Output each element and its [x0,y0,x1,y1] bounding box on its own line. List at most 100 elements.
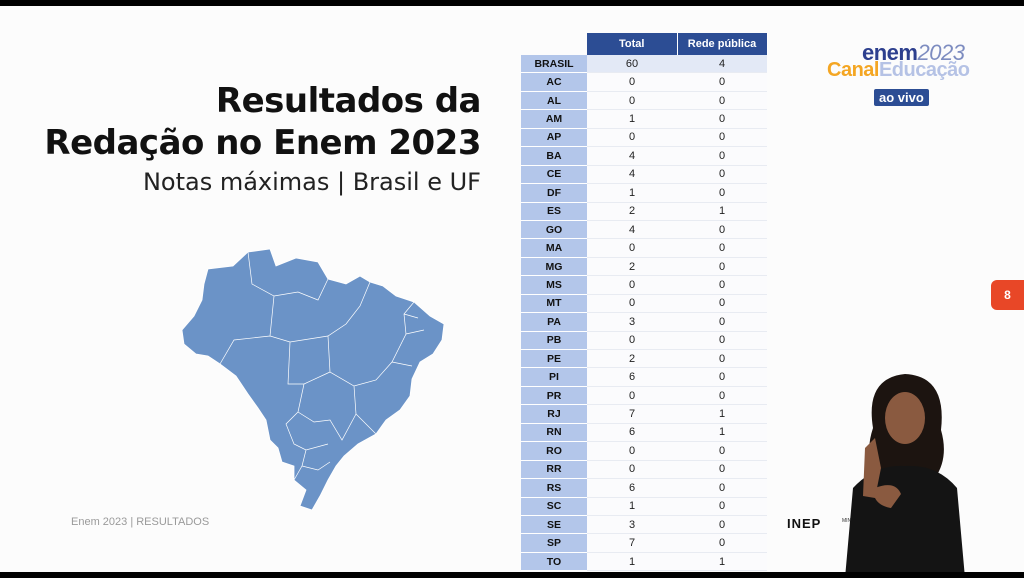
row-uf-label: AC [521,72,587,92]
row-total-value: 6 [587,478,677,498]
row-rede-publica-value: 0 [677,460,767,480]
row-total-value: 2 [587,257,677,277]
table-row: MS 0 0 [521,275,767,295]
row-uf-label: AM [521,109,587,129]
row-total-value: 0 [587,72,677,92]
logo-educacao-text: Educação [878,59,970,81]
table-corner [521,33,587,55]
row-total-value: 0 [587,128,677,148]
row-uf-label: SP [521,533,587,553]
table-row: AL 0 0 [521,91,767,111]
row-uf-label: PI [521,367,587,387]
interpreter-face [885,392,925,444]
row-total-value: 6 [587,367,677,387]
row-rede-publica-value: 0 [677,128,767,148]
row-total-value: 0 [587,294,677,314]
row-rede-publica-value: 1 [677,552,767,572]
row-uf-label: SE [521,515,587,535]
row-uf-label: PE [521,349,587,369]
row-uf-label: SC [521,497,587,516]
table-row: SC 1 0 [521,497,767,516]
interpreter-body [845,465,965,572]
inep-logo: INEP [787,516,822,531]
logo-year: 2023 [917,40,965,65]
row-uf-label: AL [521,91,587,111]
table-row: SE 3 0 [521,515,767,535]
row-total-value: 3 [587,312,677,332]
row-uf-label: PR [521,386,587,406]
row-rede-publica-value: 0 [677,478,767,498]
table-row: MG 2 0 [521,257,767,277]
table-row: RN 6 1 [521,423,767,443]
row-total-value: 6 [587,423,677,443]
table-row: ES 2 1 [521,202,767,221]
row-rede-publica-value: 0 [677,275,767,295]
footer-text: Enem 2023 | RESULTADOS [71,516,210,528]
row-total-value: 0 [587,441,677,461]
row-total-value: 1 [587,183,677,203]
row-total-value: 7 [587,404,677,424]
row-uf-label: GO [521,220,587,240]
row-rede-publica-value: 0 [677,146,767,166]
table-row: RS 6 0 [521,478,767,498]
table-row: PE 2 0 [521,349,767,369]
logo-canal-text: Canal [827,59,879,81]
slide-title: Resultados da Redação no Enem 2023 [44,80,481,164]
live-badge: ao vivo [874,89,929,106]
row-rede-publica-value: 0 [677,220,767,240]
row-rede-publica-value: 4 [677,55,767,74]
slide-number-badge: 8 [991,280,1024,310]
row-total-value: 0 [587,331,677,351]
column-header-rede-publica: Rede pública [677,33,768,55]
row-rede-publica-value: 0 [677,367,767,387]
table-row: MT 0 0 [521,294,767,314]
row-rede-publica-value: 0 [677,91,767,111]
table-row: PR 0 0 [521,386,767,406]
logo-enem: enem2023 [862,40,965,66]
table-row: RJ 7 1 [521,404,767,424]
row-uf-label: RS [521,478,587,498]
row-total-value: 7 [587,533,677,553]
row-uf-label: MA [521,238,587,258]
row-total-value: 2 [587,202,677,221]
table-row: PI 6 0 [521,367,767,387]
table-body: BRASIL 60 4 AC 0 0 AL 0 0 AM 1 0 AP 0 0 BA 4 0 CE 4 0 DF 1 0 ES 2… [521,55,767,572]
slide: Resultados da Redação no Enem 2023 Notas… [0,6,1024,572]
table-row: PA 3 0 [521,312,767,332]
row-uf-label: CE [521,165,587,185]
table-row: MA 0 0 [521,238,767,258]
column-header-total: Total [587,33,678,55]
table-row: TO 1 1 [521,552,767,572]
table-row: DF 1 0 [521,183,767,203]
row-total-value: 4 [587,220,677,240]
row-rede-publica-value: 0 [677,72,767,92]
table-row: RO 0 0 [521,441,767,461]
row-total-value: 0 [587,460,677,480]
row-rede-publica-value: 0 [677,331,767,351]
slide-subtitle: Notas máximas | Brasil e UF [142,168,481,196]
row-rede-publica-value: 0 [677,165,767,185]
sign-language-interpreter [845,374,965,572]
map-state-borders [219,251,425,481]
table-header-row: Total Rede pública [521,33,768,55]
row-uf-label: MG [521,257,587,277]
row-total-value: 60 [587,55,677,74]
row-rede-publica-value: 0 [677,515,767,535]
logo-enem-text: enem [862,40,918,65]
row-uf-label: RJ [521,404,587,424]
row-rede-publica-value: 0 [677,109,767,129]
row-total-value: 1 [587,109,677,129]
row-total-value: 0 [587,238,677,258]
row-total-value: 4 [587,165,677,185]
table-row: RR 0 0 [521,460,767,480]
row-total-value: 1 [587,552,677,572]
row-uf-label: MT [521,294,587,314]
row-uf-label: RR [521,460,587,480]
interpreter-hands [863,438,901,508]
row-uf-label: DF [521,183,587,203]
row-total-value: 4 [587,146,677,166]
row-uf-label: MS [521,275,587,295]
row-rede-publica-value: 0 [677,441,767,461]
logo-canal: CanalEducação [827,59,970,82]
row-uf-label: RN [521,423,587,443]
